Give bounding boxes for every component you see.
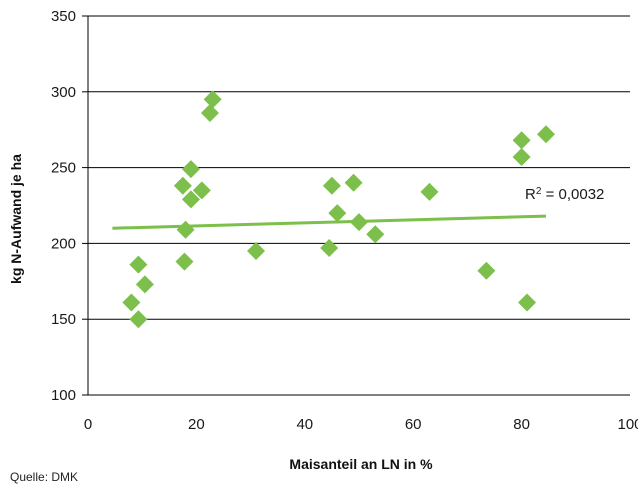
data-point-1 [122, 293, 141, 312]
y-tick-label-350: 350 [51, 8, 76, 25]
data-point-13 [247, 241, 266, 260]
data-point-8 [181, 190, 200, 209]
y-tick-label-250: 250 [51, 160, 76, 177]
x-tick-label-60: 60 [405, 416, 422, 433]
y-tick-label-100: 100 [51, 387, 76, 404]
data-point-2 [129, 310, 148, 329]
data-point-4 [135, 275, 154, 294]
data-point-16 [328, 204, 347, 223]
data-point-7 [176, 220, 195, 239]
data-points [122, 90, 555, 329]
x-tick-label-20: 20 [188, 416, 205, 433]
data-point-3 [129, 255, 148, 274]
data-point-18 [350, 213, 368, 232]
y-tick-label-300: 300 [51, 84, 76, 101]
y-axis-title: kg N-Aufwand je ha [8, 154, 24, 284]
data-point-15 [322, 176, 341, 195]
data-point-25 [536, 125, 555, 144]
data-point-14 [320, 238, 339, 257]
data-point-24 [518, 293, 537, 312]
y-tick-label-150: 150 [51, 311, 76, 328]
y-tick-labels: 100 150 200 250 300 350 [51, 8, 76, 404]
data-point-23 [512, 131, 531, 150]
data-point-10 [192, 181, 211, 200]
data-point-20 [420, 182, 439, 201]
x-tick-label-80: 80 [513, 416, 530, 433]
x-tick-label-40: 40 [296, 416, 313, 433]
x-axis-title: Maisanteil an LN in % [289, 456, 433, 472]
trendline [112, 214, 547, 230]
r-squared-annotation: R2 = 0,0032 [525, 186, 604, 204]
data-point-12 [203, 90, 222, 109]
y-tick-label-200: 200 [51, 235, 76, 252]
data-point-19 [366, 225, 385, 244]
data-point-6 [175, 252, 194, 271]
data-point-21 [477, 261, 496, 280]
x-tick-label-0: 0 [84, 416, 92, 433]
x-tick-labels: 0 20 40 60 80 100 [84, 416, 638, 433]
x-tick-label-100: 100 [617, 416, 638, 433]
source-note: Quelle: DMK [10, 470, 78, 484]
data-point-11 [200, 104, 219, 123]
gridlines [82, 15, 630, 396]
data-point-17 [344, 173, 363, 192]
data-point-5 [173, 176, 192, 195]
data-point-22 [512, 147, 531, 166]
data-point-9 [181, 160, 200, 179]
